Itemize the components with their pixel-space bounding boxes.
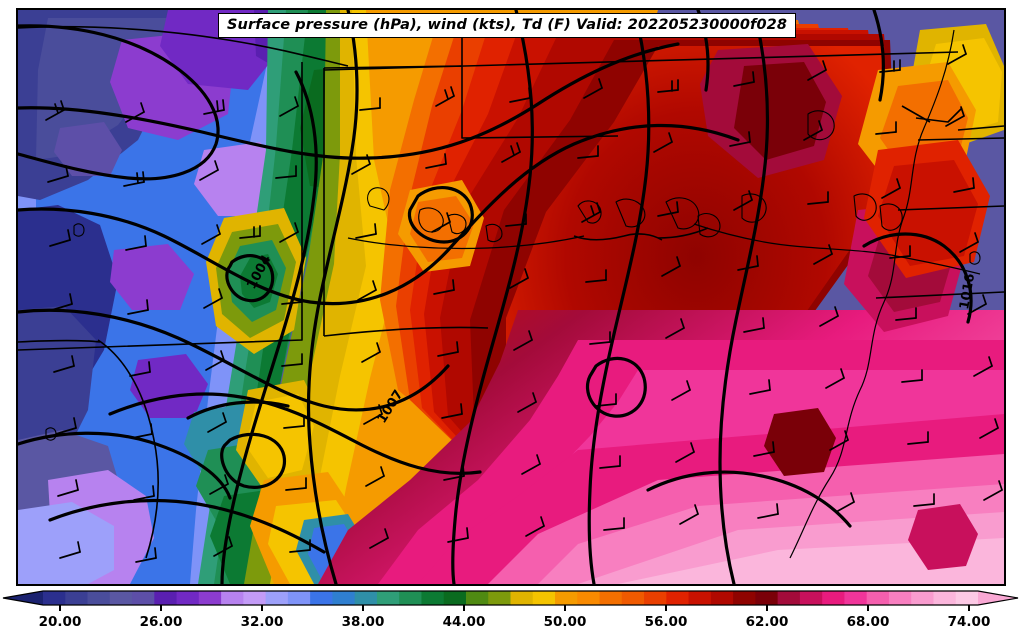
wind-barbs (45, 44, 1003, 563)
colorbar-tick-label: 56.00 (645, 614, 688, 630)
colorbar-canvas: 20.00 26.00 32.00 38.00 44.00 50.00 56.00 62.00… (2, 590, 1019, 630)
colorbar-tick-label: 68.00 (847, 614, 890, 630)
colorbar-tick-label: 32.00 (241, 614, 284, 630)
colorbar-tick-labels: 20.00 26.00 32.00 38.00 44.00 50.00 56.00 62.00… (39, 614, 991, 630)
colorbar-tick-label: 38.00 (342, 614, 385, 630)
colorbar-tick-label: 44.00 (443, 614, 486, 630)
colorbar[interactable]: 20.00 26.00 32.00 38.00 44.00 50.00 56.00 62.00… (0, 590, 1022, 633)
map-panel[interactable]: 1004 1007 1016 Surface pressure (hPa), w… (16, 8, 1006, 586)
contour-label-1016: 1016 (957, 272, 978, 310)
map-clip: 1004 1007 1016 (18, 10, 1004, 584)
colorbar-bands (2, 590, 1019, 606)
page-title: Surface pressure (hPa), wind (kts), Td (… (227, 17, 788, 33)
colorbar-tick-label: 26.00 (140, 614, 183, 630)
map-canvas: 1004 1007 1016 (18, 10, 1004, 584)
colorbar-ticks (59, 605, 970, 611)
colorbar-tick-label: 74.00 (948, 614, 991, 630)
colorbar-tick-label: 50.00 (544, 614, 587, 630)
colorbar-tick-label: 20.00 (39, 614, 82, 630)
colorbar-tick-label: 62.00 (746, 614, 789, 630)
pressure-contours (18, 10, 973, 584)
map-title-box: Surface pressure (hPa), wind (kts), Td (… (218, 13, 797, 38)
